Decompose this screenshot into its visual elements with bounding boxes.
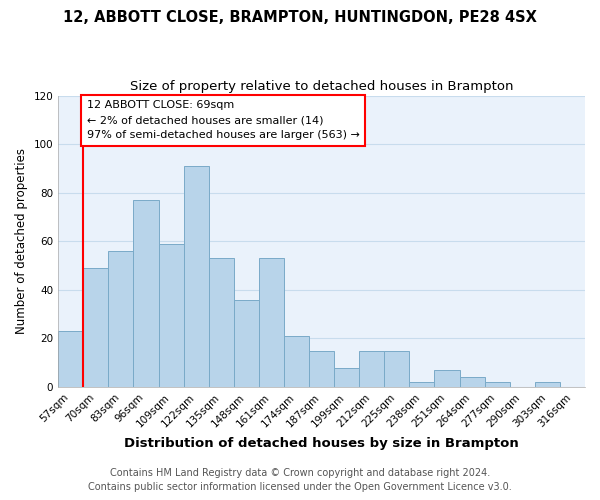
Bar [409,382,434,387]
Bar [485,382,510,387]
Bar [109,251,133,387]
Y-axis label: Number of detached properties: Number of detached properties [15,148,28,334]
Bar [460,377,485,387]
Bar [259,258,284,387]
Bar [334,368,359,387]
Bar [284,336,309,387]
Text: Contains HM Land Registry data © Crown copyright and database right 2024.
Contai: Contains HM Land Registry data © Crown c… [88,468,512,492]
Bar [234,300,259,387]
Title: Size of property relative to detached houses in Brampton: Size of property relative to detached ho… [130,80,514,93]
Bar [535,382,560,387]
Bar [359,350,385,387]
Text: 12, ABBOTT CLOSE, BRAMPTON, HUNTINGDON, PE28 4SX: 12, ABBOTT CLOSE, BRAMPTON, HUNTINGDON, … [63,10,537,25]
Text: 12 ABBOTT CLOSE: 69sqm
← 2% of detached houses are smaller (14)
97% of semi-deta: 12 ABBOTT CLOSE: 69sqm ← 2% of detached … [87,100,360,140]
Bar [385,350,409,387]
Bar [158,244,184,387]
Bar [434,370,460,387]
Bar [133,200,158,387]
X-axis label: Distribution of detached houses by size in Brampton: Distribution of detached houses by size … [124,437,519,450]
Bar [209,258,234,387]
Bar [309,350,334,387]
Bar [83,268,109,387]
Bar [58,331,83,387]
Bar [184,166,209,387]
